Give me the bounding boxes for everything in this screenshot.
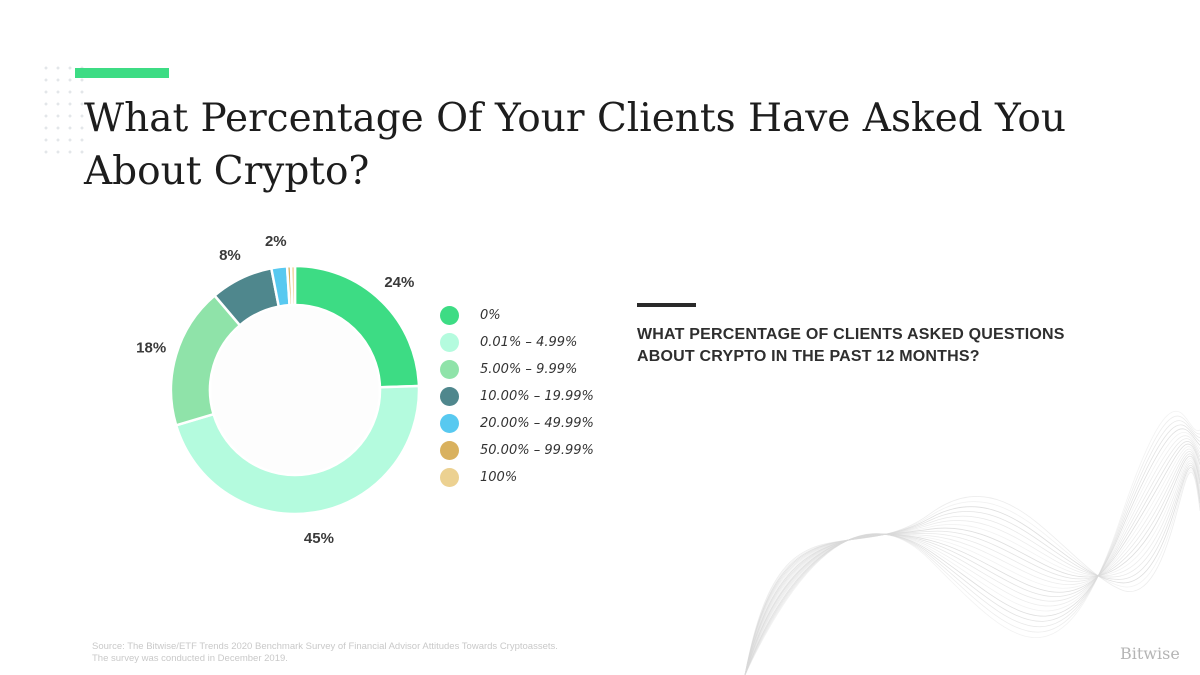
legend-item: 5.00% – 9.99%: [440, 356, 594, 383]
brand-logo: Bitwise: [1120, 644, 1180, 663]
legend-item: 10.00% – 19.99%: [440, 383, 594, 410]
slice-value-label: 18%: [136, 339, 166, 356]
legend-label: 5.00% – 9.99%: [480, 362, 578, 377]
slice-value-label: 2%: [265, 233, 287, 250]
legend-label: 10.00% – 19.99%: [480, 389, 594, 404]
donut-hole: [191, 286, 399, 494]
legend-swatch: [440, 441, 459, 460]
legend-label: 0%: [480, 308, 501, 323]
source-line-2: The survey was conducted in December 201…: [92, 653, 288, 664]
dot-grid-decoration: [40, 62, 88, 158]
legend-item: 50.00% – 99.99%: [440, 437, 594, 464]
legend-label: 0.01% – 4.99%: [480, 335, 578, 350]
legend-swatch: [440, 387, 459, 406]
legend-label: 50.00% – 99.99%: [480, 443, 594, 458]
legend-item: 0%: [440, 302, 594, 329]
question-text: WHAT PERCENTAGE OF CLIENTS ASKED QUESTIO…: [637, 326, 1065, 365]
legend-swatch: [440, 414, 459, 433]
legend-item: 0.01% – 4.99%: [440, 329, 594, 356]
source-note: Source: The Bitwise/ETF Trends 2020 Benc…: [92, 641, 652, 665]
source-line-1: Source: The Bitwise/ETF Trends 2020 Benc…: [92, 641, 558, 652]
title-accent-bar: [75, 68, 169, 78]
legend-item: 100%: [440, 464, 594, 491]
legend-label: 100%: [480, 470, 518, 485]
legend-item: 20.00% – 49.99%: [440, 410, 594, 437]
legend-swatch: [440, 360, 459, 379]
donut-slice: [174, 384, 421, 516]
legend-swatch: [440, 333, 459, 352]
legend-label: 20.00% – 49.99%: [480, 416, 594, 431]
slice-value-label: 24%: [384, 274, 414, 291]
slice-value-label: 45%: [304, 530, 334, 547]
donut-slice: [289, 264, 297, 307]
chart-legend: 0% 0.01% – 4.99% 5.00% – 9.99% 10.00% – 19.…: [440, 302, 594, 491]
legend-swatch: [440, 468, 459, 487]
legend-swatch: [440, 306, 459, 325]
slice-value-label: 8%: [219, 247, 241, 264]
question-rule: [637, 303, 696, 307]
page-title: What Percentage Of Your Clients Have Ask…: [84, 96, 1066, 194]
